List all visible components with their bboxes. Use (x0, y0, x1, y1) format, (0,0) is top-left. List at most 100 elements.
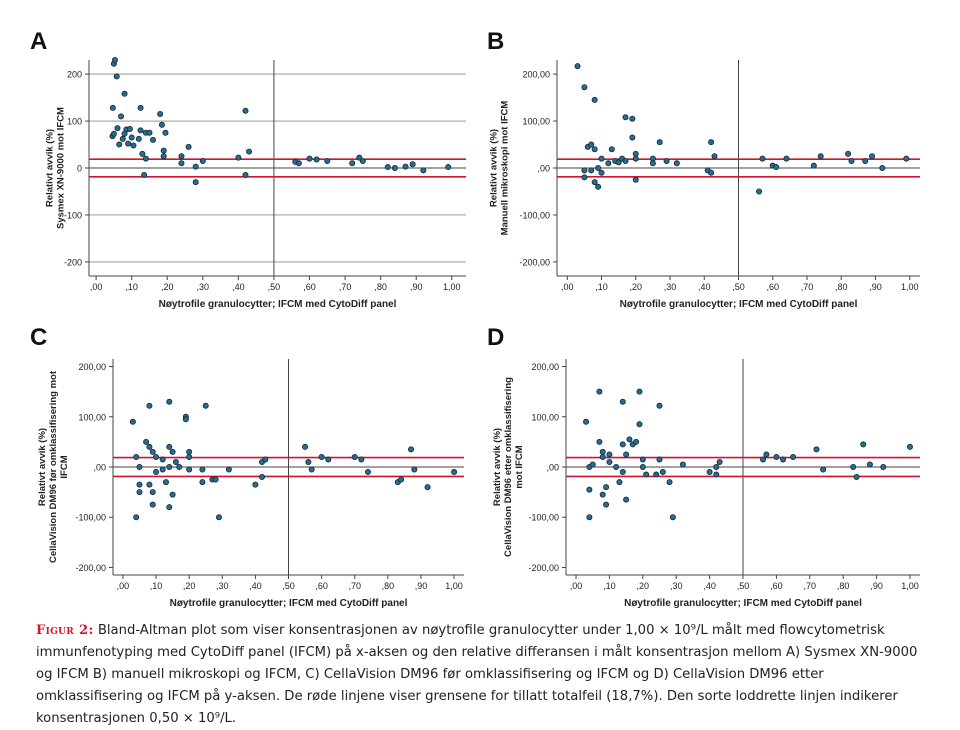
data-point (598, 169, 605, 176)
y-tick-label: -100,00 (528, 513, 559, 523)
x-axis-label: Nøytrofile granulocytter; IFCM med CytoD… (159, 299, 397, 310)
data-point (659, 469, 666, 476)
data-point (619, 441, 626, 448)
data-point (135, 135, 142, 142)
data-point (125, 140, 132, 147)
data-point (760, 456, 767, 463)
y-axis-label-line: Relativt avvik (%) (45, 129, 56, 207)
data-point (813, 446, 820, 453)
data-point (128, 134, 135, 141)
data-point (783, 155, 790, 162)
figure-caption: Figur 2: Bland-Altman plot som viser kon… (36, 620, 926, 730)
x-tick-label: ,70 (804, 581, 817, 591)
data-point (199, 157, 206, 164)
data-point (669, 514, 676, 521)
caption-label: Figur 2: (36, 623, 94, 638)
y-tick-label: -100,00 (75, 513, 106, 523)
y-tick-label: 0 (77, 164, 82, 174)
data-point (162, 479, 169, 486)
data-point (318, 453, 325, 460)
data-point (581, 174, 588, 181)
data-point (166, 443, 173, 450)
data-point (632, 150, 639, 157)
data-point (159, 456, 166, 463)
y-tick-label: ,00 (93, 463, 106, 473)
data-point (584, 143, 591, 150)
data-point (639, 463, 646, 470)
data-point (146, 402, 153, 409)
data-point (160, 153, 167, 160)
data-point (596, 388, 603, 395)
data-point (137, 104, 144, 111)
data-point (384, 164, 391, 171)
y-tick-label: 100,00 (78, 412, 106, 422)
data-point (157, 111, 164, 118)
data-point (137, 127, 144, 134)
data-point (619, 469, 626, 476)
data-point (150, 136, 157, 143)
data-point (596, 438, 603, 445)
data-point (581, 84, 588, 91)
data-point (424, 484, 431, 491)
data-point (619, 155, 626, 162)
x-tick-label: ,80 (382, 581, 395, 591)
x-tick-label: ,20 (183, 581, 196, 591)
data-point (653, 471, 660, 478)
data-point (169, 448, 176, 455)
data-point (160, 147, 167, 154)
data-point (110, 130, 117, 137)
data-point (656, 456, 663, 463)
data-point (588, 141, 595, 148)
data-point (356, 154, 363, 161)
x-tick-label: ,50 (268, 282, 281, 292)
data-point (305, 458, 312, 465)
data-point (616, 479, 623, 486)
data-point (364, 469, 371, 476)
data-point (394, 479, 401, 486)
y-axis-label-line: mot IFCM (514, 445, 525, 488)
data-point (880, 463, 887, 470)
data-point (358, 456, 365, 463)
data-point (121, 90, 128, 97)
data-point (591, 146, 598, 153)
y-axis-label-line: Relativt avvik (%) (489, 129, 500, 207)
data-point (619, 398, 626, 405)
data-point (149, 501, 156, 508)
data-point (606, 458, 613, 465)
data-point (212, 476, 219, 483)
data-point (706, 469, 713, 476)
data-point (673, 160, 680, 167)
data-point (308, 466, 315, 473)
data-point (182, 413, 189, 420)
y-tick-label: 200,00 (78, 362, 106, 372)
data-point (420, 167, 427, 174)
data-point (629, 134, 636, 141)
data-point (595, 164, 602, 171)
panel-d-letter: D (487, 324, 505, 351)
data-point (185, 143, 192, 150)
data-point (903, 155, 910, 162)
y-tick-label: 100,00 (531, 412, 559, 422)
data-point (178, 153, 185, 160)
data-point (116, 141, 123, 148)
y-axis-label-line: IFCM (59, 455, 70, 478)
data-point (622, 157, 629, 164)
data-point (166, 463, 173, 470)
data-point (711, 153, 718, 160)
data-point (202, 402, 209, 409)
data-point (199, 466, 206, 473)
x-tick-label: ,20 (630, 282, 643, 292)
data-point (166, 398, 173, 405)
data-point (853, 474, 860, 481)
data-point (708, 139, 715, 146)
data-point (679, 461, 686, 468)
y-axis-label-line: Manuell mikroskopi mot IFCM (500, 101, 511, 236)
data-point (246, 148, 253, 155)
data-point (126, 126, 133, 133)
x-tick-label: ,80 (837, 581, 850, 591)
x-tick-label: ,00 (117, 581, 130, 591)
x-tick-label: ,00 (570, 581, 583, 591)
data-point (111, 57, 118, 64)
x-tick-label: ,80 (374, 282, 387, 292)
x-tick-label: ,90 (410, 282, 423, 292)
